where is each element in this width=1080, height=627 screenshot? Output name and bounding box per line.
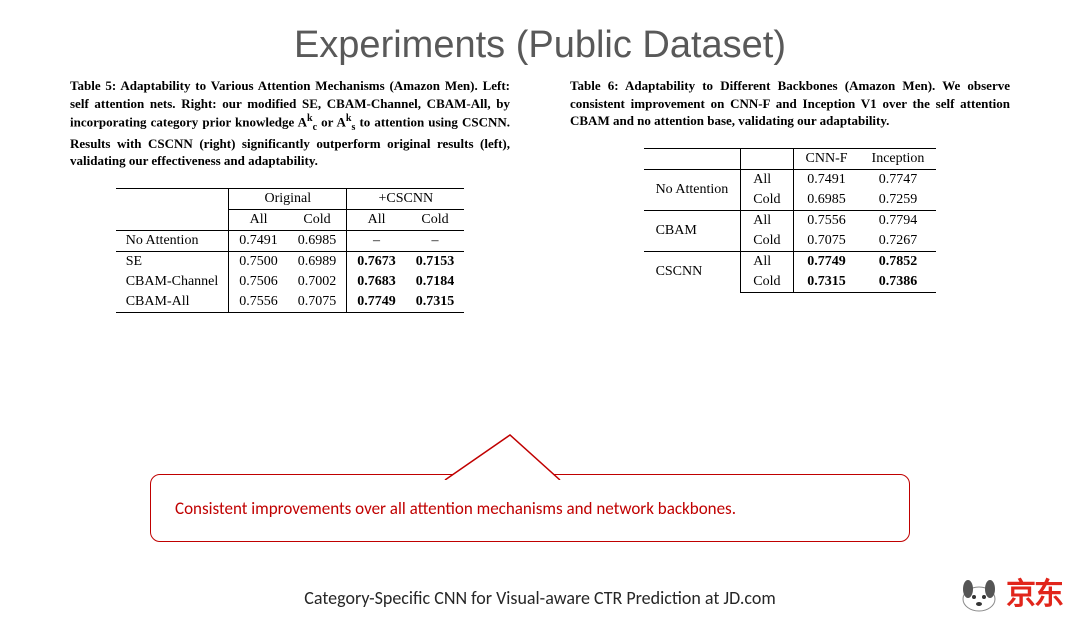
- t6-g0-label: No Attention: [644, 169, 741, 210]
- t6-g0-all-cnnf: 0.7491: [793, 169, 860, 190]
- t5-r0-call: –: [347, 230, 406, 251]
- t6-g2-all-inc: 0.7852: [860, 251, 937, 272]
- right-column: Table 6: Adaptability to Different Backb…: [570, 77, 1010, 313]
- t5-r2-oall: 0.7506: [229, 272, 288, 292]
- t5-r2-ccold: 0.7184: [406, 272, 465, 292]
- left-column: Table 5: Adaptability to Various Attenti…: [70, 77, 510, 313]
- table5-caption: Table 5: Adaptability to Various Attenti…: [70, 77, 510, 170]
- t5-r2-ocold: 0.7002: [288, 272, 347, 292]
- t6-g2-all-label: All: [741, 251, 793, 272]
- t5-r0-ocold: 0.6985: [288, 230, 347, 251]
- t5-r0-label: No Attention: [116, 230, 229, 251]
- table6-caption: Table 6: Adaptability to Different Backb…: [570, 77, 1010, 130]
- t5-sub-all-1: All: [229, 209, 288, 230]
- t6-g0-cold-inc: 0.7259: [860, 190, 937, 211]
- t6-col1: CNN-F: [793, 148, 860, 169]
- t6-g1-all-cnnf: 0.7556: [793, 210, 860, 231]
- t6-g0-all-inc: 0.7747: [860, 169, 937, 190]
- callout-tail-icon: [440, 430, 580, 480]
- t6-g1-cold-label: Cold: [741, 231, 793, 252]
- t5-r3-call: 0.7749: [347, 292, 406, 313]
- t5-sub-cold-2: Cold: [406, 209, 465, 230]
- t5-sub-all-2: All: [347, 209, 406, 230]
- callout: Consistent improvements over all attenti…: [150, 474, 910, 542]
- jd-logo: 京东: [956, 569, 1062, 613]
- page-title: Experiments (Public Dataset): [0, 24, 1080, 67]
- footer-text: Category-Specific CNN for Visual-aware C…: [0, 587, 1080, 609]
- t6-g2-label: CSCNN: [644, 251, 741, 292]
- t6-g1-label: CBAM: [644, 210, 741, 251]
- t5-r1-oall: 0.7500: [229, 251, 288, 272]
- t6-g2-cold-label: Cold: [741, 272, 793, 293]
- t5-r1-call: 0.7673: [347, 251, 406, 272]
- t5-r3-ccold: 0.7315: [406, 292, 465, 313]
- callout-text: Consistent improvements over all attenti…: [175, 498, 736, 519]
- t5-r2-label: CBAM-Channel: [116, 272, 229, 292]
- callout-box: Consistent improvements over all attenti…: [150, 474, 910, 542]
- t5-r0-ccold: –: [406, 230, 465, 251]
- t6-g1-all-label: All: [741, 210, 793, 231]
- t5-r3-oall: 0.7556: [229, 292, 288, 313]
- table5: Original +CSCNN All Cold All Cold No Att…: [116, 188, 465, 313]
- table6: CNN-F Inception No Attention All 0.7491 …: [644, 148, 937, 293]
- t5-r3-ocold: 0.7075: [288, 292, 347, 313]
- t5-r0-oall: 0.7491: [229, 230, 288, 251]
- t6-g0-cold-cnnf: 0.6985: [793, 190, 860, 211]
- t6-g1-cold-inc: 0.7267: [860, 231, 937, 252]
- t5-head-original: Original: [229, 188, 347, 209]
- t5-sub-cold-1: Cold: [288, 209, 347, 230]
- t5-r3-label: CBAM-All: [116, 292, 229, 313]
- t6-g2-all-cnnf: 0.7749: [793, 251, 860, 272]
- t6-g1-cold-cnnf: 0.7075: [793, 231, 860, 252]
- t5-r2-call: 0.7683: [347, 272, 406, 292]
- t5-r1-label: SE: [116, 251, 229, 272]
- t6-g1-all-inc: 0.7794: [860, 210, 937, 231]
- jd-dog-icon: [956, 575, 1002, 613]
- jd-text: 京东: [1006, 569, 1062, 613]
- t6-g2-cold-inc: 0.7386: [860, 272, 937, 293]
- t5-r1-ocold: 0.6989: [288, 251, 347, 272]
- t6-g0-all-label: All: [741, 169, 793, 190]
- t5-r1-ccold: 0.7153: [406, 251, 465, 272]
- t5-head-cscnn: +CSCNN: [347, 188, 465, 209]
- t6-g2-cold-cnnf: 0.7315: [793, 272, 860, 293]
- caption-text-2: or A: [317, 114, 346, 129]
- t6-col2: Inception: [860, 148, 937, 169]
- content-columns: Table 5: Adaptability to Various Attenti…: [0, 77, 1080, 313]
- t6-g0-cold-label: Cold: [741, 190, 793, 211]
